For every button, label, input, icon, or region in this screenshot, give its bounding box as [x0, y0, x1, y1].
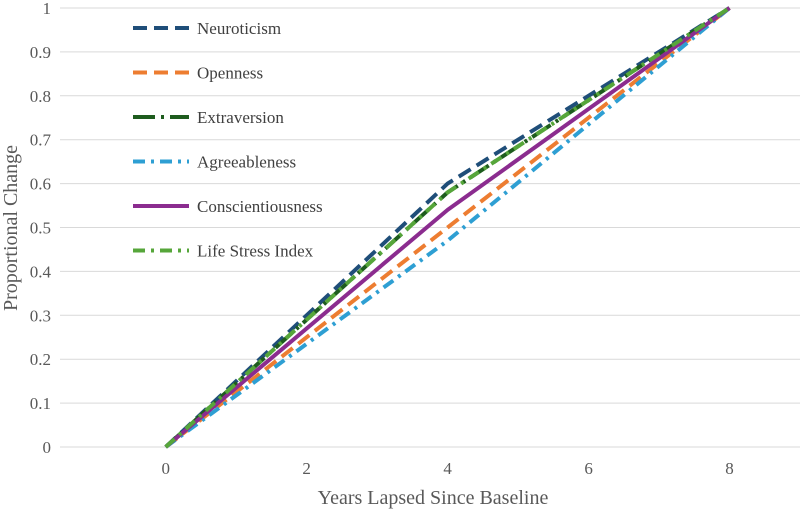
y-tick-label: 0 [43, 438, 52, 457]
series-line-openness [164, 6, 731, 449]
x-tick-label: 6 [584, 459, 593, 478]
x-tick-label: 4 [443, 459, 452, 478]
legend-label-neuroticism: Neuroticism [197, 19, 281, 38]
x-tick-label: 8 [725, 459, 734, 478]
y-tick-label: 0.4 [30, 262, 52, 281]
y-tick-label: 0.1 [30, 394, 51, 413]
series-line-neuroticism [164, 6, 731, 449]
y-tick-label: 0.7 [30, 131, 52, 150]
series-line-conscientiousness [164, 6, 731, 449]
legend-label-agreeableness: Agreeableness [197, 153, 296, 172]
y-tick-label: 0.2 [30, 350, 51, 369]
legend: Neuroticism Openness Extraversion Agreeable… [133, 19, 323, 261]
y-tick-label: 0.6 [30, 175, 51, 194]
x-tick-label: 2 [302, 459, 311, 478]
legend-label-life-stress-index: Life Stress Index [197, 242, 314, 261]
x-axis-ticks: 0 2 4 6 8 [161, 459, 733, 478]
series-lines [164, 6, 731, 449]
x-axis-title: Years Lapsed Since Baseline [318, 487, 549, 509]
series-line-life-stress-index [164, 6, 731, 449]
y-tick-label: 0.5 [30, 219, 51, 238]
y-tick-label: 0.9 [30, 43, 51, 62]
y-tick-label: 0.8 [30, 87, 51, 106]
y-tick-label: 0.3 [30, 306, 51, 325]
series-line-agreeableness [164, 6, 731, 449]
x-tick-label: 0 [161, 459, 170, 478]
y-axis-ticks: 0 0.1 0.2 0.3 0.4 0.5 0.6 0.7 0.8 0.9 1 [30, 0, 52, 457]
y-tick-label: 1 [43, 0, 52, 18]
y-axis-title: Proportional Change [0, 145, 22, 311]
gridlines [60, 7, 800, 448]
legend-label-openness: Openness [197, 64, 263, 83]
legend-label-extraversion: Extraversion [197, 108, 284, 127]
legend-label-conscientiousness: Conscientiousness [197, 197, 323, 216]
